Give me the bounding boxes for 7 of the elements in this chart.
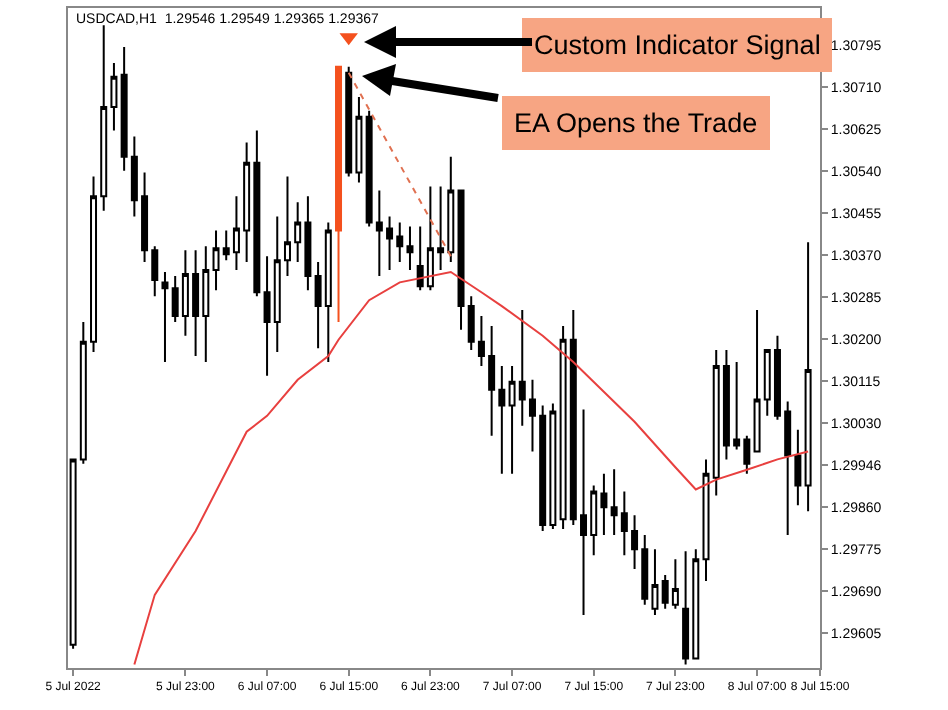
annotation: Custom Indicator Signal	[534, 30, 821, 60]
candlestick	[804, 241, 812, 513]
annotation: EA Opens the Trade	[514, 108, 758, 138]
candlestick	[161, 271, 169, 363]
candlestick	[794, 428, 802, 507]
candlestick	[335, 65, 343, 323]
line-series	[133, 271, 810, 666]
